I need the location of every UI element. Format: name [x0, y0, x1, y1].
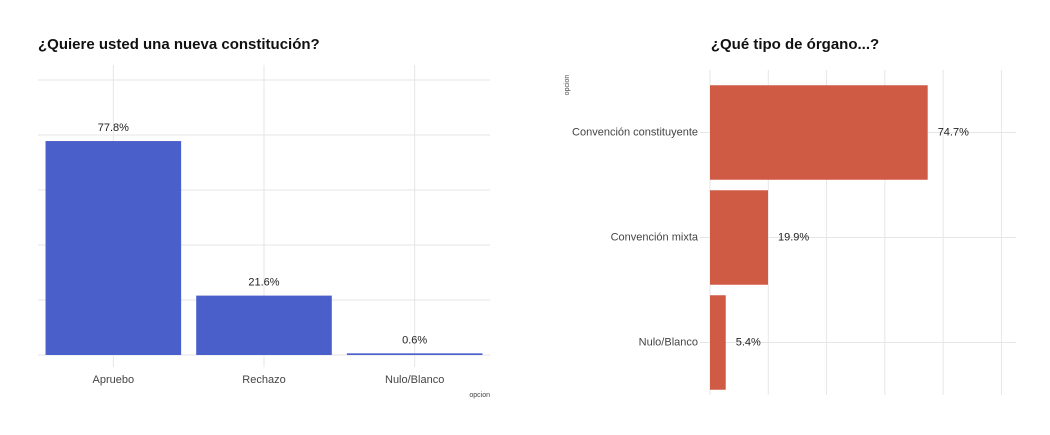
value-label: 21.6%	[248, 277, 279, 289]
y-axis-label: opcion	[564, 75, 571, 96]
bar	[196, 295, 332, 355]
bar	[45, 141, 182, 355]
x-tick-label: Apruebo	[93, 374, 135, 386]
bar	[710, 295, 726, 390]
x-tick-label: Nulo/Blanco	[385, 374, 444, 386]
value-label: 5.4%	[736, 336, 761, 348]
chart-title: ¿Qué tipo de órgano...?	[711, 36, 879, 53]
chart-title: ¿Quiere usted una nueva constitución?	[38, 36, 320, 53]
value-label: 19.9%	[778, 231, 809, 243]
x-axis-label: opcion	[469, 392, 490, 399]
y-tick-label: Nulo/Blanco	[639, 336, 698, 348]
y-tick-label: Convención constituyente	[572, 126, 698, 138]
x-tick-label: Rechazo	[242, 374, 285, 386]
y-tick-label: Convención mixta	[611, 231, 699, 243]
value-label: 74.7%	[938, 126, 969, 138]
value-label: 0.6%	[402, 334, 427, 346]
value-label: 77.8%	[98, 122, 129, 134]
bar	[710, 85, 928, 180]
bar	[346, 353, 483, 355]
bar	[710, 190, 768, 285]
